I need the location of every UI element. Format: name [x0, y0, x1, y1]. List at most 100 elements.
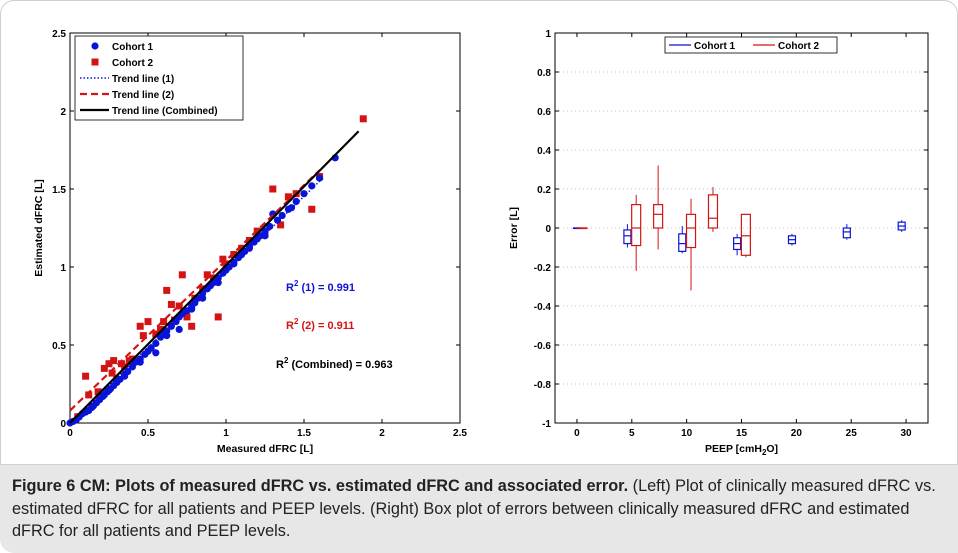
legend-cohort2-marker: [91, 58, 99, 66]
cohort1-point: [121, 372, 129, 380]
y-axis-label: Estimated dFRC [L]: [33, 179, 45, 276]
cohort1-point: [152, 339, 160, 348]
cohort1-point: [188, 305, 196, 313]
cohort1-point: [308, 182, 316, 190]
cohort2-point: [85, 391, 93, 399]
trend-line-combined: [69, 130, 360, 424]
cohort1-point: [136, 358, 144, 366]
r-squared-superscript: 2: [294, 317, 299, 326]
r-squared-value: (1) = 0.991: [298, 282, 355, 294]
cohort1-point: [163, 332, 171, 340]
y-axis-label: Error [L]: [508, 207, 520, 249]
legend-cohort1-marker: [91, 42, 99, 50]
r-squared-superscript: 2: [284, 356, 289, 365]
cohort2-box: [707, 194, 719, 229]
cohort2-point: [82, 372, 90, 380]
cohort1-point: [273, 216, 282, 224]
legend-label: Trend line (1): [112, 74, 174, 85]
box-plot-chart: -1-0.8-0.6-0.4-0.200.20.40.60.810 5 10 15 20…: [508, 29, 929, 457]
cohort2-point: [308, 205, 316, 213]
x-tick-label: 30: [900, 428, 912, 439]
x-tick-label: 0: [574, 428, 580, 439]
cohort2-point: [175, 302, 183, 310]
cohort2-point: [139, 332, 147, 340]
cohort2-point: [203, 271, 211, 279]
y-tick-label: 1: [545, 29, 551, 40]
y-tick-label: 0.8: [537, 68, 551, 79]
y-tick-label: -0.8: [534, 380, 552, 391]
cohort2-point: [359, 115, 367, 123]
y-tick-label: -1: [542, 419, 551, 430]
caption-bar: [0, 465, 958, 553]
cohort2-box: [740, 213, 751, 256]
cohort2-point: [167, 300, 175, 308]
cohort2-point: [163, 286, 171, 294]
x-tick-label: 5: [629, 428, 635, 439]
cohort2-box: [631, 204, 642, 247]
cohort2-point: [152, 330, 160, 338]
y-tick-label: 0: [545, 224, 551, 235]
cohort2-point: [110, 357, 118, 365]
cohort1-point: [214, 279, 222, 287]
y-tick-label: -0.6: [534, 341, 552, 352]
y-tick-label: 0.6: [537, 107, 551, 118]
cohort2-point: [160, 318, 168, 326]
y-tick-label: 1: [60, 263, 66, 274]
cohort2-point: [214, 313, 222, 321]
x-axis-label-main: PEEP [cmH: [705, 443, 762, 455]
r-squared-annotation: R2 (Combined) = 0.963: [276, 356, 393, 371]
x-axis-label: PEEP [cmH2O]: [705, 443, 778, 457]
legend-box: [74, 35, 244, 121]
x-tick-label: 0.5: [141, 428, 155, 439]
cohort2-point: [269, 185, 277, 193]
cohort1-box: [678, 233, 687, 253]
cohort2-point: [136, 322, 144, 330]
x-axis-label: Measured dFRC [L]: [217, 443, 313, 455]
cohort1-point: [152, 349, 160, 357]
r-squared-symbol: R: [286, 282, 294, 294]
cohort2-point: [108, 369, 116, 377]
y-tick-label: -0.2: [534, 263, 552, 274]
y-tick-label: 0: [60, 419, 66, 430]
y-tick-label: 0.2: [537, 185, 551, 196]
cohort1-point: [292, 197, 300, 206]
y-tick-label: 1.5: [52, 185, 66, 196]
r-squared-annotation: R2 (1) = 0.991: [286, 279, 355, 294]
cohort2-point: [178, 271, 186, 279]
x-tick-label: 0: [67, 428, 73, 439]
cohort2-point: [230, 251, 238, 259]
cohort2-point: [188, 322, 196, 330]
legend-label: Cohort 1: [694, 41, 736, 52]
cohort1-point: [261, 232, 269, 240]
cohort1-box: [623, 229, 632, 245]
legend-label: Cohort 2: [112, 58, 154, 69]
x-axis-label-subscript: 2: [762, 448, 767, 457]
cohort2-box: [685, 213, 697, 249]
cohort1-point: [167, 322, 175, 330]
x-tick-label: 2.5: [453, 428, 467, 439]
scatter-chart: 0 0.5 1 1.5 2 2.5 0 0.5 1 1.5 2 2.5 Measured dFRC [L…: [33, 29, 467, 455]
x-tick-label: 1.5: [297, 428, 311, 439]
x-tick-label: 1: [223, 428, 229, 439]
legend-label: Cohort 2: [778, 41, 820, 52]
x-axis-label-tail: O]: [766, 443, 778, 455]
cohort1-box: [842, 227, 851, 239]
r-squared-symbol: R: [276, 359, 284, 371]
cohort2-point: [156, 325, 164, 333]
legend-label: Trend line (Combined): [112, 106, 218, 117]
cohort1-point: [199, 294, 207, 302]
y-tick-label: 0.4: [537, 146, 551, 157]
r-squared-annotation: R2 (2) = 0.911: [286, 317, 354, 332]
y-tick-label: 0.5: [52, 341, 66, 352]
y-tick-label: 2.5: [52, 29, 66, 40]
legend-label: Trend line (2): [112, 90, 174, 101]
cohort2-box: [653, 204, 664, 229]
x-tick-label: 20: [791, 428, 803, 439]
cohort2-point: [277, 221, 285, 229]
cohort2-point: [284, 193, 292, 201]
cohort2-point: [105, 360, 113, 368]
y-tick-label: 2: [60, 107, 66, 118]
cohort1-point: [278, 211, 286, 220]
cohort1-point: [316, 174, 324, 182]
cohort2-point: [183, 313, 191, 321]
